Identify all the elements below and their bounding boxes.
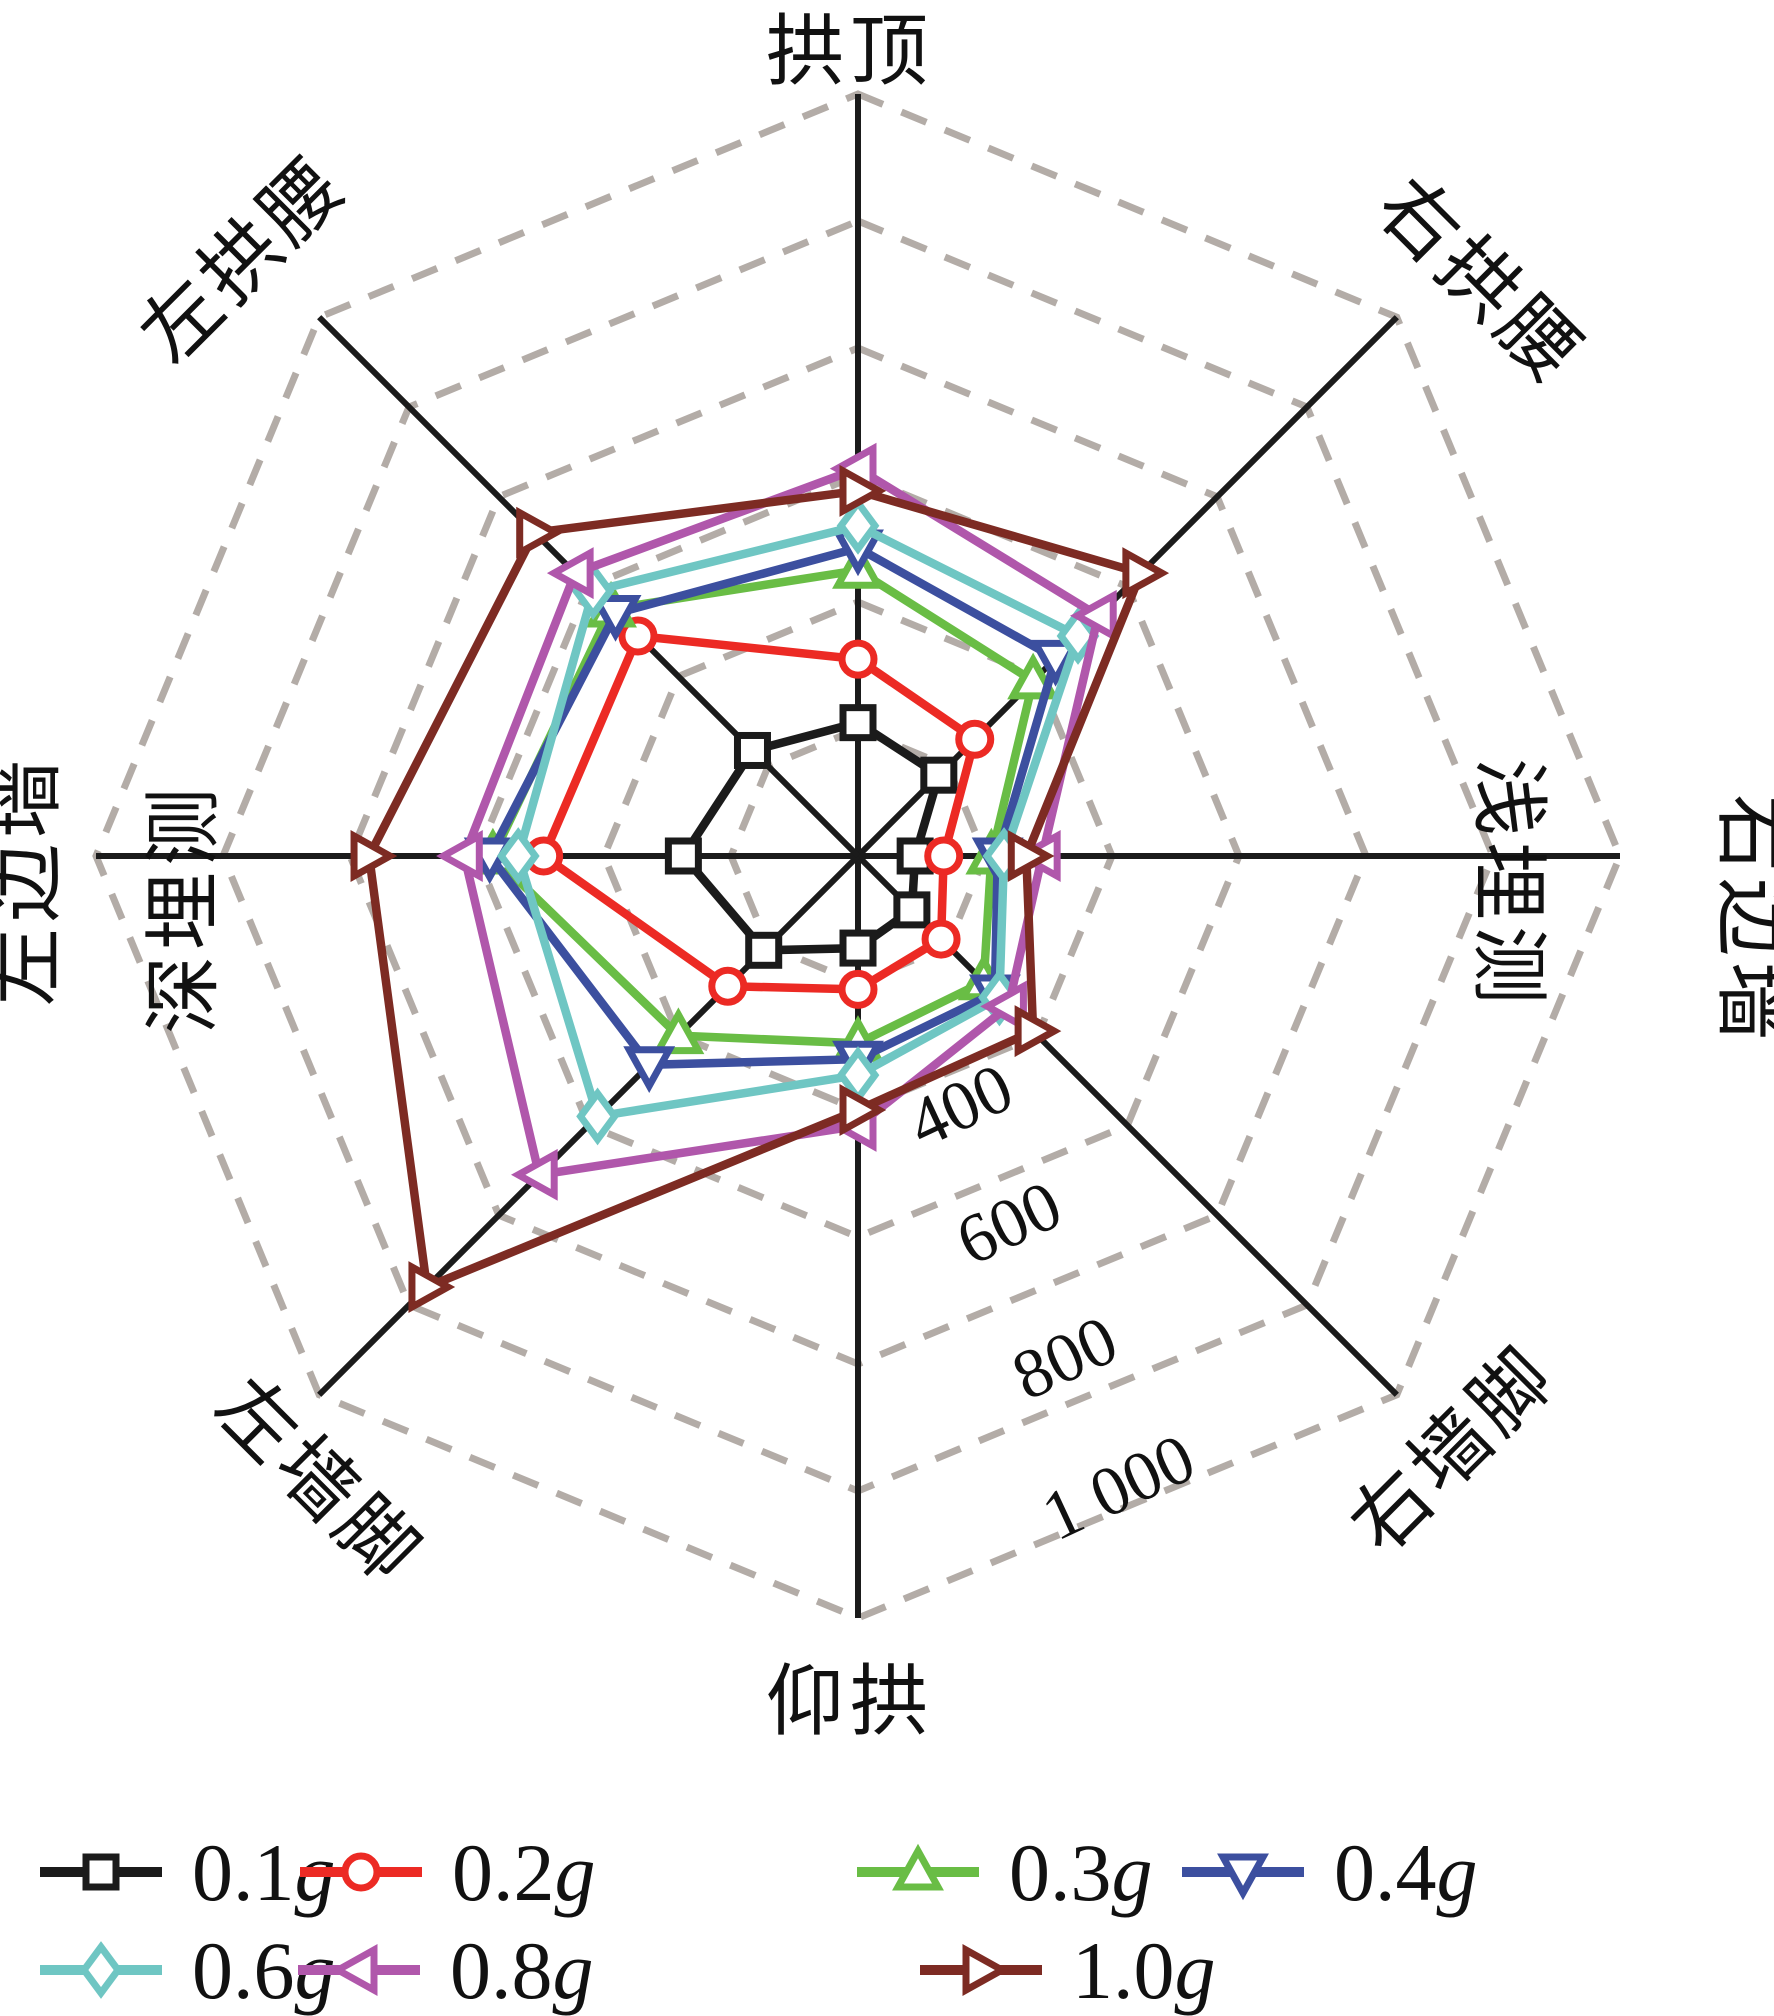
triangle-left-marker xyxy=(1070,589,1117,642)
triangle-left-marker xyxy=(330,1944,378,1996)
legend-item-1.0g: 1.0g xyxy=(920,1925,1216,2016)
circle-marker xyxy=(838,639,878,679)
axis-label-4: 仰拱 xyxy=(766,1658,934,1745)
circle-marker xyxy=(924,836,964,876)
square-marker xyxy=(920,756,958,794)
radial-tick-label: 800 xyxy=(1001,1301,1129,1415)
circle-marker xyxy=(708,966,748,1006)
square-marker xyxy=(733,731,771,769)
square-marker xyxy=(745,931,783,969)
series-1.0g xyxy=(350,464,1170,1314)
legend-item-0.4g: 0.4g xyxy=(1182,1827,1478,1918)
square-marker xyxy=(893,891,931,929)
diamond-marker xyxy=(836,496,880,555)
triangle-right-marker xyxy=(839,464,887,517)
circle-marker xyxy=(618,616,658,656)
triangle-right-marker xyxy=(516,506,563,559)
triangle-down-marker xyxy=(1217,1853,1269,1901)
triangle-right-marker xyxy=(1007,830,1055,882)
legend-label: 0.8g xyxy=(450,1925,594,2016)
triangle-left-marker xyxy=(980,980,1027,1033)
triangle-up-marker xyxy=(652,1007,705,1055)
diamond-marker xyxy=(79,1941,123,1999)
triangle-up-marker xyxy=(892,1843,944,1891)
diamond-marker xyxy=(496,827,540,885)
circle-marker xyxy=(921,919,961,959)
legend-item-0.6g: 0.6g xyxy=(40,1925,336,2016)
axis-label-6: 左边墙 xyxy=(0,754,69,1006)
square-marker xyxy=(839,704,877,742)
grid-ring xyxy=(92,90,1624,1622)
legend-item-0.3g: 0.3g xyxy=(857,1827,1153,1918)
square-marker xyxy=(82,1853,120,1891)
triangle-down-marker xyxy=(623,1046,676,1093)
triangle-right-marker xyxy=(408,1261,456,1314)
circle-marker xyxy=(341,1852,381,1892)
triangle-down-marker xyxy=(589,595,642,642)
diamond-marker xyxy=(576,1087,619,1146)
triangle-right-marker xyxy=(962,1944,1010,1996)
triangle-right-marker xyxy=(839,1084,887,1136)
circle-marker xyxy=(955,719,995,759)
legend-item-0.2g: 0.2g xyxy=(300,1827,596,1918)
legend-label: 1.0g xyxy=(1072,1925,1216,2016)
side-annotation-left: 深埋测 xyxy=(140,782,227,1034)
triangle-right-marker xyxy=(350,830,398,882)
series-0.1g xyxy=(664,704,958,969)
triangle-right-marker xyxy=(1122,547,1170,600)
legend-label: 0.2g xyxy=(452,1827,596,1918)
triangle-left-marker xyxy=(436,830,483,882)
square-marker xyxy=(839,929,877,967)
radial-tick-label: 1 000 xyxy=(1031,1420,1206,1556)
axis-label-0: 拱顶 xyxy=(766,8,934,95)
legend-label: 0.6g xyxy=(192,1925,336,2016)
axis-label-7: 左拱腰 xyxy=(123,139,363,379)
triangle-right-marker xyxy=(1014,1005,1062,1058)
legend-item-0.1g: 0.1g xyxy=(40,1827,336,1918)
axis-label-2: 右边墙 xyxy=(1709,794,1774,1046)
triangle-left-marker xyxy=(510,1148,558,1201)
radial-tick-label: 600 xyxy=(945,1167,1073,1281)
side-annotation-right: 浅埋测 xyxy=(1465,758,1552,1010)
triangle-left-marker xyxy=(546,547,594,600)
axis-label-1: 右拱腰 xyxy=(1361,161,1601,401)
grid-ring xyxy=(473,471,1243,1241)
square-marker xyxy=(664,837,702,875)
legend-label: 0.3g xyxy=(1009,1827,1153,1918)
circle-marker xyxy=(838,969,878,1009)
legend-item-0.8g: 0.8g xyxy=(298,1925,594,2016)
legend-label: 0.4g xyxy=(1334,1827,1478,1918)
